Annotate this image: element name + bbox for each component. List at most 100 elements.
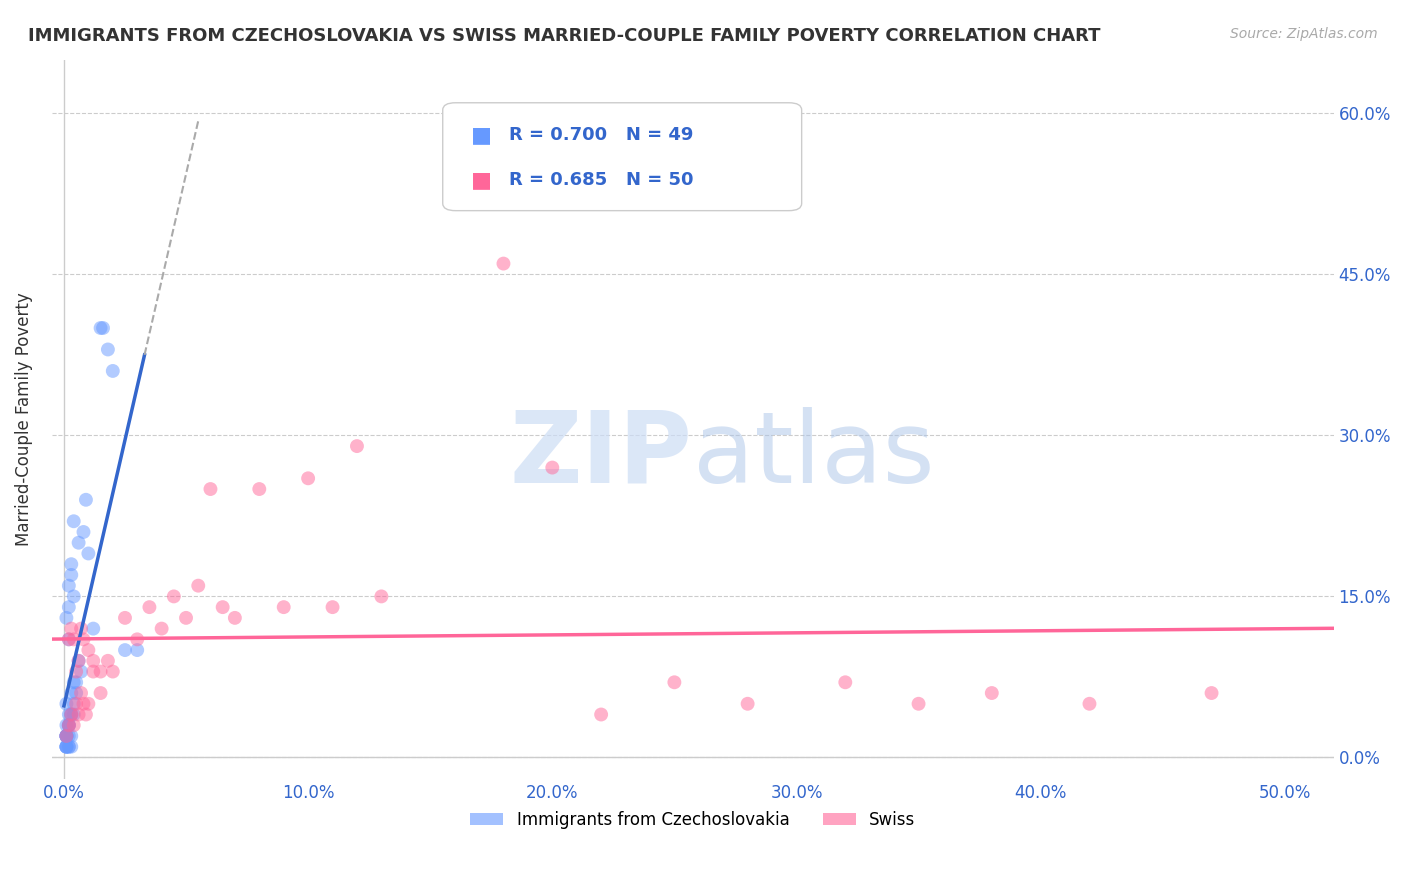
Point bbox=[55, 739, 77, 754]
Point bbox=[67, 535, 90, 549]
Point bbox=[65, 665, 87, 679]
Point bbox=[62, 632, 84, 647]
Point bbox=[70, 686, 93, 700]
Text: ■: ■ bbox=[471, 169, 492, 190]
Point bbox=[72, 697, 94, 711]
Point bbox=[62, 514, 84, 528]
Point bbox=[58, 729, 80, 743]
Point bbox=[97, 654, 120, 668]
Point bbox=[55, 729, 77, 743]
Text: IMMIGRANTS FROM CZECHOSLOVAKIA VS SWISS MARRIED-COUPLE FAMILY POVERTY CORRELATIO: IMMIGRANTS FROM CZECHOSLOVAKIA VS SWISS … bbox=[28, 27, 1101, 45]
Point bbox=[75, 707, 97, 722]
Point bbox=[58, 600, 80, 615]
Point bbox=[58, 632, 80, 647]
Point bbox=[541, 460, 564, 475]
Point bbox=[60, 686, 83, 700]
Point bbox=[77, 697, 100, 711]
Point bbox=[82, 622, 104, 636]
Point bbox=[114, 643, 136, 657]
Point bbox=[62, 707, 84, 722]
Point bbox=[75, 492, 97, 507]
Point bbox=[101, 364, 124, 378]
Point bbox=[737, 697, 759, 711]
FancyBboxPatch shape bbox=[443, 103, 801, 211]
Point bbox=[297, 471, 319, 485]
Point bbox=[60, 729, 83, 743]
Point bbox=[62, 590, 84, 604]
Point bbox=[58, 718, 80, 732]
Point bbox=[58, 632, 80, 647]
Point bbox=[55, 611, 77, 625]
Point bbox=[187, 579, 209, 593]
Point bbox=[591, 707, 613, 722]
Point bbox=[58, 579, 80, 593]
Point bbox=[492, 256, 515, 270]
Point bbox=[322, 600, 344, 615]
Point bbox=[77, 546, 100, 560]
Point bbox=[58, 718, 80, 732]
Point bbox=[82, 665, 104, 679]
Text: ■: ■ bbox=[471, 125, 492, 145]
Point bbox=[60, 558, 83, 572]
Point bbox=[97, 343, 120, 357]
Point bbox=[346, 439, 368, 453]
Point bbox=[60, 707, 83, 722]
Y-axis label: Married-Couple Family Poverty: Married-Couple Family Poverty bbox=[15, 293, 32, 546]
Point bbox=[70, 622, 93, 636]
Point bbox=[834, 675, 856, 690]
Point bbox=[77, 643, 100, 657]
Point bbox=[58, 739, 80, 754]
Point bbox=[55, 718, 77, 732]
Point bbox=[60, 739, 83, 754]
Text: R = 0.700   N = 49: R = 0.700 N = 49 bbox=[509, 126, 693, 145]
Point bbox=[55, 739, 77, 754]
Point bbox=[1078, 697, 1101, 711]
Point bbox=[91, 321, 114, 335]
Point bbox=[90, 665, 112, 679]
Point bbox=[55, 729, 77, 743]
Point bbox=[65, 686, 87, 700]
Point bbox=[70, 665, 93, 679]
Point bbox=[67, 707, 90, 722]
Legend: Immigrants from Czechoslovakia, Swiss: Immigrants from Czechoslovakia, Swiss bbox=[463, 804, 922, 835]
Point bbox=[65, 697, 87, 711]
Point bbox=[101, 665, 124, 679]
Point bbox=[907, 697, 929, 711]
Point bbox=[1201, 686, 1223, 700]
Point bbox=[247, 482, 270, 496]
Point bbox=[174, 611, 197, 625]
Point bbox=[60, 707, 83, 722]
Point bbox=[60, 568, 83, 582]
Point bbox=[55, 739, 77, 754]
Point bbox=[211, 600, 233, 615]
Point bbox=[127, 632, 149, 647]
Point bbox=[55, 739, 77, 754]
Point bbox=[58, 718, 80, 732]
Point bbox=[60, 707, 83, 722]
Point bbox=[55, 729, 77, 743]
Point bbox=[67, 654, 90, 668]
Point bbox=[82, 654, 104, 668]
Point bbox=[58, 718, 80, 732]
Point bbox=[150, 622, 173, 636]
Point bbox=[114, 611, 136, 625]
Point bbox=[72, 524, 94, 539]
Point bbox=[163, 590, 186, 604]
Point bbox=[980, 686, 1002, 700]
Text: R = 0.685   N = 50: R = 0.685 N = 50 bbox=[509, 170, 695, 189]
Point bbox=[58, 707, 80, 722]
Point bbox=[62, 718, 84, 732]
Text: ZIP: ZIP bbox=[510, 407, 693, 504]
Point bbox=[90, 321, 112, 335]
Point bbox=[60, 622, 83, 636]
Point bbox=[62, 675, 84, 690]
Point bbox=[90, 686, 112, 700]
Point bbox=[55, 729, 77, 743]
Point bbox=[224, 611, 246, 625]
Point bbox=[58, 739, 80, 754]
Point bbox=[65, 675, 87, 690]
Text: atlas: atlas bbox=[693, 407, 935, 504]
Point bbox=[138, 600, 160, 615]
Point bbox=[67, 654, 90, 668]
Text: Source: ZipAtlas.com: Source: ZipAtlas.com bbox=[1230, 27, 1378, 41]
